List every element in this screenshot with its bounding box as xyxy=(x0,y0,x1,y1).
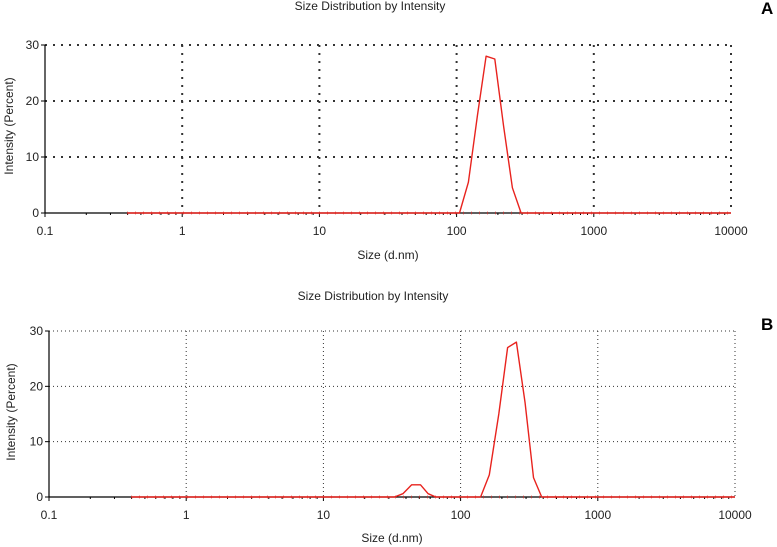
y-tick-label-a: 0 xyxy=(32,206,39,220)
tick-labels-a: 0.1 1 10 100 1000 10000 0 10 20 30 xyxy=(26,38,748,238)
axes-a xyxy=(41,44,731,217)
x-axis-label-b: Size (d.nm) xyxy=(361,531,422,545)
x-tick-label-b: 10000 xyxy=(718,508,752,522)
x-tick-label-b: 0.1 xyxy=(41,508,58,522)
series-b xyxy=(131,341,735,499)
chart-title-b: Size Distribution by Intensity xyxy=(298,289,449,303)
x-tick-label-a: 100 xyxy=(447,224,467,238)
y-tick-label-b: 20 xyxy=(30,379,44,393)
y-tick-label-b: 30 xyxy=(30,324,44,338)
y-tick-label-a: 30 xyxy=(26,38,40,52)
x-tick-label-a: 1000 xyxy=(580,224,607,238)
x-tick-label-b: 10 xyxy=(317,508,331,522)
chart-panel-a: Size Distribution by Intensity A Intensi… xyxy=(2,0,773,262)
x-tick-label-b: 100 xyxy=(451,508,471,522)
tick-labels-b: 0.1 1 10 100 1000 10000 0 10 20 30 xyxy=(30,324,752,522)
y-tick-label-a: 20 xyxy=(26,94,40,108)
grid-a xyxy=(45,44,732,213)
series-a xyxy=(127,55,731,215)
x-tick-label-a: 10 xyxy=(313,224,327,238)
series-line-b xyxy=(131,341,735,498)
chart-title-a: Size Distribution by Intensity xyxy=(295,0,446,13)
chart-panel-b: Size Distribution by Intensity B Intensi… xyxy=(4,289,773,545)
x-tick-label-a: 10000 xyxy=(714,224,748,238)
panel-letter-b: B xyxy=(761,315,773,334)
x-tick-label-b: 1 xyxy=(183,508,190,522)
x-tick-label-a: 0.1 xyxy=(37,224,54,238)
x-axis-label-a: Size (d.nm) xyxy=(357,248,418,262)
x-tick-label-a: 1 xyxy=(179,224,186,238)
series-line-a xyxy=(127,55,731,214)
x-tick-label-b: 1000 xyxy=(584,508,611,522)
axes-b xyxy=(45,330,735,501)
grid-b xyxy=(49,330,736,497)
y-tick-label-b: 10 xyxy=(30,435,44,449)
y-tick-label-b: 0 xyxy=(36,490,43,504)
y-tick-label-a: 10 xyxy=(26,150,40,164)
panel-letter-a: A xyxy=(761,0,773,18)
y-axis-label-b: Intensity (Percent) xyxy=(4,363,18,460)
y-axis-label-a: Intensity (Percent) xyxy=(2,77,16,174)
